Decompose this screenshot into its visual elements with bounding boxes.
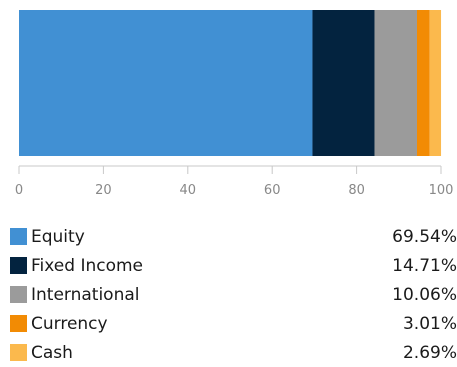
legend-item-equity: Equity 69.54%	[10, 222, 457, 251]
stacked-bar	[19, 10, 442, 156]
legend-value-currency: 3.01%	[402, 313, 457, 334]
legend-label-fixed-income: Fixed Income	[31, 255, 144, 276]
legend-value-cash: 2.69%	[402, 342, 457, 363]
legend-swatch-fixed-income	[10, 257, 27, 274]
legend-swatch-currency	[10, 315, 27, 332]
legend: Equity 69.54% Fixed Income 14.71% Internatio…	[10, 222, 457, 367]
legend-item-currency: Currency 3.01%	[10, 309, 457, 338]
legend-item-cash: Cash 2.69%	[10, 338, 457, 367]
allocation-chart: 0 20 40 60 80 100	[15, 10, 454, 198]
legend-value-international: 10.06%	[392, 284, 457, 305]
bar-segment-international	[374, 10, 417, 156]
bar-segment-cash	[429, 10, 442, 156]
x-tick-label-60: 60	[264, 183, 281, 198]
legend-item-international: International 10.06%	[10, 280, 457, 309]
x-tick-label-80: 80	[348, 183, 365, 198]
bar-segment-equity	[19, 10, 313, 156]
legend-label-currency: Currency	[31, 313, 108, 334]
bar-segment-fixed-income	[312, 10, 375, 156]
x-tick-label-40: 40	[180, 183, 197, 198]
x-axis-ticks: 0 20 40 60 80 100	[15, 166, 454, 198]
legend-item-fixed-income: Fixed Income 14.71%	[10, 251, 457, 280]
bar-segment-currency	[416, 10, 430, 156]
legend-value-fixed-income: 14.71%	[392, 255, 457, 276]
x-tick-label-0: 0	[15, 183, 23, 198]
legend-swatch-international	[10, 286, 27, 303]
x-tick-label-100: 100	[429, 183, 454, 198]
legend-label-international: International	[31, 284, 140, 305]
x-tick-label-20: 20	[95, 183, 112, 198]
legend-label-equity: Equity	[31, 226, 85, 247]
legend-value-equity: 69.54%	[392, 226, 457, 247]
legend-swatch-equity	[10, 228, 27, 245]
legend-label-cash: Cash	[31, 342, 73, 363]
legend-swatch-cash	[10, 344, 27, 361]
